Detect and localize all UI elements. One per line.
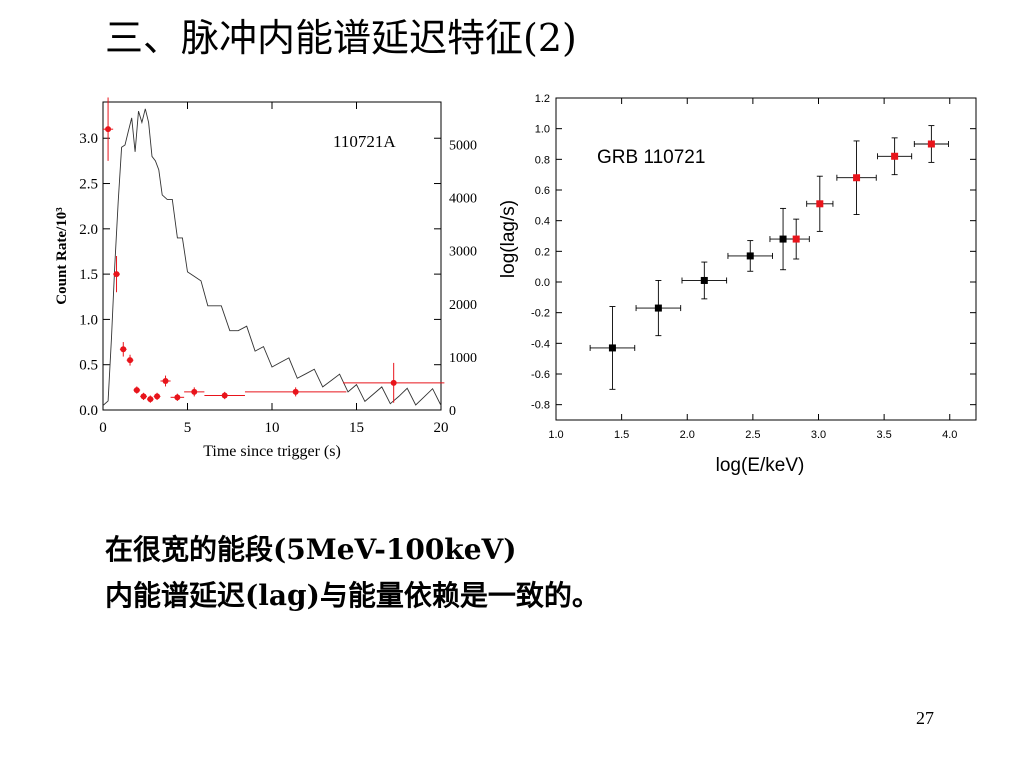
point-marker (127, 357, 134, 364)
light-curve-line (102, 108, 442, 406)
x-tick-label: 0 (99, 420, 107, 436)
y-tick-label: -0.2 (531, 308, 550, 320)
x-axis-label: log(E/keV) (716, 455, 805, 476)
x-tick-label: 2.5 (745, 429, 760, 441)
light-curve-point (153, 392, 161, 401)
x-tick-label: 4.0 (942, 429, 957, 441)
lag-point (589, 306, 636, 390)
x-tick-label: 3.5 (876, 429, 891, 441)
chart-annotation: 110721A (333, 132, 396, 151)
label-crop-mask (479, 92, 490, 422)
caption-line-2: 内能谱延迟(lag)与能量依赖是一致的。 (105, 579, 600, 612)
point-marker (853, 174, 861, 182)
point-marker (120, 346, 127, 353)
lag-point (836, 140, 877, 215)
y-tick-label: 0.2 (535, 246, 550, 258)
y-tick-label: -0.4 (531, 338, 550, 350)
light-curve-point (160, 375, 171, 387)
slide-caption: 在很宽的能段(5MeV-100keV) 内能谱延迟(lag)与能量依赖是一致的。 (105, 527, 600, 619)
point-marker (140, 393, 147, 400)
y-tick-label: 0.6 (535, 185, 550, 197)
lag-point (635, 280, 682, 337)
light-curve-point (126, 354, 134, 366)
y-tick-label: 1.5 (79, 267, 98, 283)
y-tick-label: 1.2 (535, 93, 550, 105)
point-marker (105, 126, 112, 133)
y-tick-label: 2.0 (79, 222, 98, 238)
chart-annotation: GRB 110721 (597, 147, 705, 168)
y-tick-label: 0.8 (535, 154, 550, 166)
point-marker (162, 378, 169, 385)
x-tick-label: 15 (349, 420, 364, 436)
y-tick-label: 1.0 (535, 124, 550, 136)
light-curve-point (204, 391, 245, 400)
x-axis-label: Time since trigger (s) (203, 443, 341, 460)
y-tick-label: 2.5 (79, 177, 98, 193)
point-marker (792, 235, 800, 243)
x-tick-label: 20 (434, 420, 449, 436)
point-marker (154, 393, 161, 400)
point-marker (147, 396, 154, 403)
point-marker (113, 271, 120, 278)
light-curve-chart: 0 1000 2000 3000 4000 5000 0 5 10 15 20 0.0 0.5 1.0 1.… (54, 92, 490, 460)
slide-title: 三、脉冲内能谱延迟特征(2) (105, 16, 577, 60)
lag-point (681, 261, 728, 300)
point-marker (700, 276, 708, 284)
y2-tick-label: 3000 (449, 245, 477, 260)
light-curve-point (113, 256, 120, 293)
y-tick-label: -0.8 (531, 400, 550, 412)
x-tick-label: 3.0 (811, 429, 826, 441)
lag-point (913, 125, 949, 163)
x-tick-label: 1.0 (548, 429, 563, 441)
y-tick-label: 3.0 (79, 131, 98, 147)
y2-tick-label: 1000 (449, 351, 477, 366)
y-tick-label: 0.0 (79, 403, 98, 419)
y2-tick-label: 5000 (449, 138, 477, 153)
point-marker (608, 344, 616, 352)
point-marker (746, 252, 754, 260)
point-marker (221, 392, 228, 399)
point-marker (891, 152, 899, 160)
lag-point (782, 218, 810, 260)
y2-tick-label: 2000 (449, 298, 477, 313)
page-number: 27 (916, 708, 934, 728)
x-tick-label: 5 (184, 420, 192, 436)
light-curve-point (133, 386, 141, 394)
light-curve-point (184, 387, 205, 397)
x-tick-label: 2.0 (680, 429, 695, 441)
light-curve-point (170, 393, 185, 401)
point-marker (133, 387, 140, 394)
light-curve-point (140, 392, 147, 401)
light-curve-point (244, 387, 347, 397)
point-marker (927, 140, 935, 148)
y2-tick-label: 4000 (449, 192, 477, 207)
point-marker (292, 388, 299, 395)
light-curve-point (103, 97, 114, 161)
point-marker (816, 200, 824, 208)
lag-point (806, 175, 834, 232)
x-tick-label: 1.5 (614, 429, 629, 441)
light-curve-point (119, 342, 127, 357)
plot-frame (555, 97, 977, 421)
y-tick-label: 0.0 (535, 277, 550, 289)
lag-point (727, 240, 774, 272)
y-axis-label: Count Rate/10³ (54, 207, 70, 305)
caption-line-1: 在很宽的能段(5MeV-100keV) (105, 533, 517, 566)
point-marker (654, 304, 662, 312)
y-tick-label: 1.0 (79, 312, 98, 328)
light-curve-point (146, 395, 154, 403)
lag-point (877, 137, 913, 176)
y-tick-label: 0.4 (535, 216, 550, 228)
point-marker (191, 388, 198, 395)
lag-energy-chart: 1.0 1.5 2.0 2.5 3.0 3.5 4.0 -0.8 -0.6 -0.4 -0.2 0.0… (498, 93, 977, 476)
point-marker (174, 394, 181, 401)
x-tick-label: 10 (265, 420, 280, 436)
y2-tick-label: 0 (449, 404, 456, 419)
light-curve-point (342, 362, 445, 403)
point-marker (390, 379, 397, 386)
y-tick-label: -0.6 (531, 369, 550, 381)
y-tick-label: 0.5 (79, 358, 98, 374)
y-axis-label: log(lag/s) (498, 200, 519, 278)
